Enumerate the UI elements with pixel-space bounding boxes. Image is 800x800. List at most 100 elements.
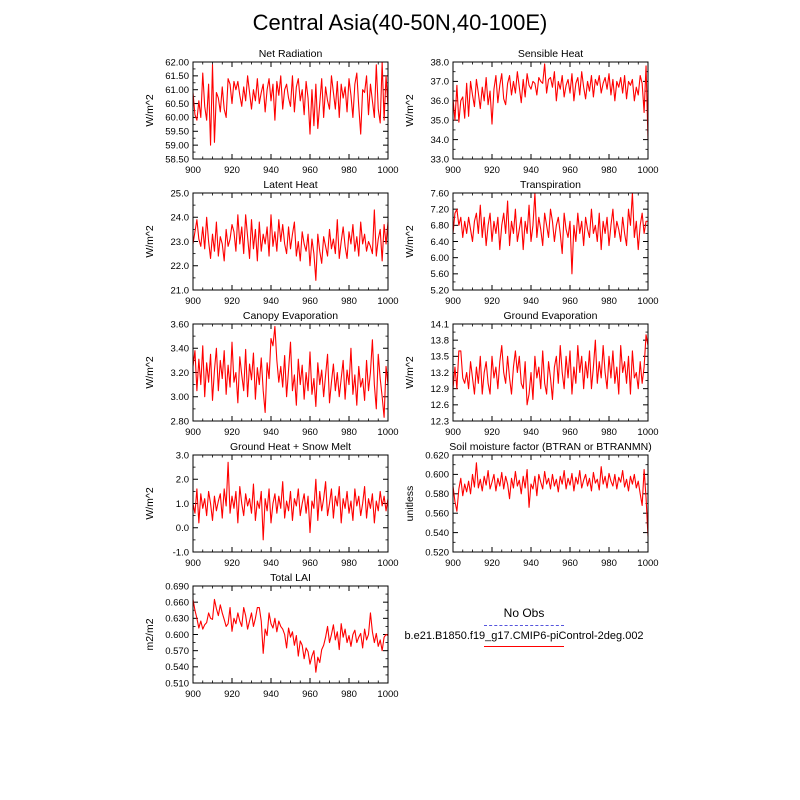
x-tick-label: 1000 <box>637 558 658 569</box>
y-tick-label: 61.50 <box>165 71 189 82</box>
y-tick-label: 7.20 <box>431 204 450 215</box>
chart-title: Sensible Heat <box>518 48 583 60</box>
x-tick-label: 960 <box>562 296 578 307</box>
chart-title: Canopy Evaporation <box>243 310 338 322</box>
y-axis-label: W/m^2 <box>144 487 156 520</box>
y-tick-label: 0.560 <box>425 509 449 520</box>
x-tick-label: 920 <box>224 558 240 569</box>
x-tick-label: 980 <box>601 558 617 569</box>
x-tick-label: 920 <box>224 689 240 700</box>
plot-frame <box>452 61 649 160</box>
y-tick-label: 5.20 <box>431 285 450 296</box>
x-tick-label: 980 <box>341 296 357 307</box>
series-line <box>452 462 649 537</box>
x-tick-label: 960 <box>562 558 578 569</box>
y-tick-label: 0.690 <box>165 581 189 592</box>
x-tick-label: 940 <box>263 296 279 307</box>
chart-panel: 900 920 940 960 980 1000 58.50 59.00 59.50 60.00 6… <box>144 48 399 176</box>
plot-frame <box>192 454 389 553</box>
y-tick-label: 37.0 <box>431 77 450 88</box>
plot-frame <box>452 192 649 291</box>
y-tick-label: 2.80 <box>171 416 190 427</box>
x-tick-label: 980 <box>601 296 617 307</box>
x-tick-label: 1000 <box>637 165 658 176</box>
x-tick-label: 960 <box>302 165 318 176</box>
y-tick-label: 0.520 <box>425 547 449 558</box>
x-tick-label: 980 <box>341 427 357 438</box>
y-tick-label: 0.0 <box>176 523 189 534</box>
plot-frame <box>192 61 389 160</box>
chart-title: Net Radiation <box>259 48 323 60</box>
figure-title: Central Asia(40-50N,40-100E) <box>252 10 548 35</box>
y-tick-label: 33.0 <box>431 154 450 165</box>
x-tick-label: 920 <box>484 165 500 176</box>
plot-frame <box>452 323 649 422</box>
y-axis-label: W/m^2 <box>404 356 416 389</box>
y-tick-label: 59.00 <box>165 140 189 151</box>
x-tick-label: 940 <box>523 296 539 307</box>
y-tick-label: 7.60 <box>431 188 450 199</box>
y-tick-label: 38.0 <box>431 57 450 68</box>
plot-frame <box>192 585 389 684</box>
x-tick-label: 1000 <box>637 427 658 438</box>
x-tick-label: 900 <box>445 165 461 176</box>
y-tick-label: 24.0 <box>171 213 190 224</box>
x-tick-label: 960 <box>302 296 318 307</box>
y-tick-label: 3.40 <box>171 344 190 355</box>
chart-panel: 900 920 940 960 980 1000 21.0 22.0 23.0 24.0 25.0 L… <box>144 179 399 307</box>
y-tick-label: 12.9 <box>431 384 450 395</box>
x-tick-label: 920 <box>484 558 500 569</box>
series-line <box>192 209 389 281</box>
x-tick-label: 1000 <box>377 165 398 176</box>
x-tick-label: 940 <box>263 165 279 176</box>
y-tick-label: 60.00 <box>165 113 189 124</box>
chart-panel: 900 920 940 960 980 1000 0.510 0.540 0.570 0.600 0… <box>144 572 399 700</box>
y-tick-label: 3.60 <box>171 319 190 330</box>
chart-title: Ground Evaporation <box>504 310 598 322</box>
plot-frame <box>452 454 649 553</box>
x-tick-label: 960 <box>562 165 578 176</box>
y-tick-label: 59.50 <box>165 127 189 138</box>
chart-title: Ground Heat + Snow Melt <box>230 441 351 453</box>
x-tick-label: 980 <box>601 165 617 176</box>
chart-title: Soil moisture factor (BTRAN or BTRANMN) <box>449 441 651 453</box>
x-tick-label: 900 <box>185 165 201 176</box>
x-tick-label: 900 <box>445 427 461 438</box>
x-tick-label: 900 <box>445 558 461 569</box>
series-line <box>192 598 389 673</box>
y-axis-label: W/m^2 <box>404 225 416 258</box>
x-tick-label: 940 <box>263 558 279 569</box>
x-tick-label: 940 <box>263 427 279 438</box>
y-axis-label: W/m^2 <box>144 94 156 127</box>
x-tick-label: 960 <box>302 427 318 438</box>
x-tick-label: 960 <box>302 689 318 700</box>
y-tick-label: -1.0 <box>173 547 189 558</box>
x-tick-label: 980 <box>601 427 617 438</box>
y-axis-label: unitless <box>404 486 416 522</box>
x-tick-label: 940 <box>263 689 279 700</box>
y-tick-label: 12.6 <box>431 400 450 411</box>
y-tick-label: 60.50 <box>165 99 189 110</box>
y-axis-label: W/m^2 <box>144 225 156 258</box>
x-tick-label: 1000 <box>377 427 398 438</box>
y-axis-label: m2/m2 <box>144 618 156 650</box>
x-tick-label: 1000 <box>637 296 658 307</box>
y-tick-label: 1.0 <box>176 499 189 510</box>
y-tick-label: 25.0 <box>171 188 190 199</box>
chart-panel: 900 920 940 960 980 1000 12.3 12.6 12.9 13.2 13.5 1… <box>404 310 659 438</box>
y-tick-label: 12.3 <box>431 416 450 427</box>
y-tick-label: 6.40 <box>431 237 450 248</box>
y-tick-label: 23.0 <box>171 237 190 248</box>
chart-title: Latent Heat <box>263 179 317 191</box>
series-line <box>192 61 389 146</box>
y-tick-label: 2.0 <box>176 475 189 486</box>
y-tick-label: 34.0 <box>431 135 450 146</box>
plot-frame <box>192 192 389 291</box>
chart-panel: 900 920 940 960 980 1000 5.20 5.60 6.00 6.40 6.80 7… <box>404 179 659 307</box>
legend-title: No Obs <box>503 606 545 620</box>
y-tick-label: 3.00 <box>171 392 190 403</box>
y-tick-label: 0.570 <box>165 646 189 657</box>
series-line <box>192 461 389 541</box>
y-tick-label: 13.5 <box>431 352 450 363</box>
chart-panel: 900 920 940 960 980 1000 2.80 3.00 3.20 3.40 3.60 C… <box>144 310 399 438</box>
